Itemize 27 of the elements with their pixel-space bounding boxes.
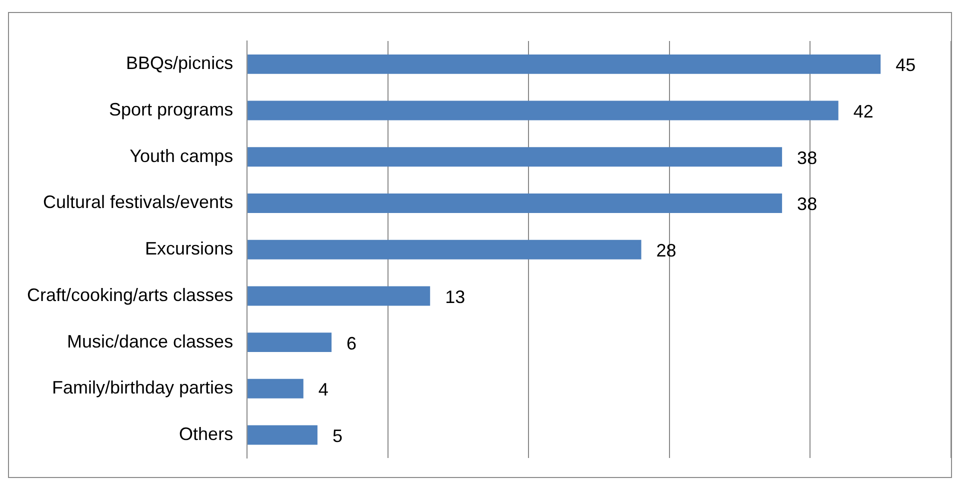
- y-tick-label: BBQs/picnics: [126, 53, 234, 74]
- data-label: 42: [853, 102, 874, 122]
- data-label: 38: [797, 148, 818, 168]
- y-tick-label: Youth camps: [130, 146, 234, 166]
- data-label: 28: [656, 240, 676, 261]
- data-label: 4: [318, 380, 328, 400]
- y-tick-label: Music/dance classes: [67, 331, 234, 352]
- y-tick-label: Craft/cooking/arts classes: [27, 284, 234, 305]
- data-label: 45: [896, 55, 916, 76]
- bar: [248, 425, 318, 445]
- data-label: 6: [346, 333, 357, 354]
- bar: [248, 54, 881, 74]
- y-tick-label: Others: [179, 424, 234, 444]
- y-tick-label: Excursions: [145, 238, 234, 259]
- data-label: 38: [797, 194, 818, 214]
- bar: [248, 194, 782, 213]
- bar: [248, 240, 642, 260]
- bar: [248, 378, 304, 398]
- data-label: 5: [332, 426, 342, 446]
- bar: [248, 100, 838, 120]
- bar: [248, 147, 782, 167]
- bar: [248, 286, 430, 306]
- bar: [248, 332, 332, 352]
- y-tick-label: Sport programs: [109, 100, 234, 120]
- y-tick-label: Cultural festivals/events: [42, 192, 234, 212]
- y-tick-label: Family/birthday parties: [52, 378, 234, 398]
- data-label: 13: [445, 286, 466, 307]
